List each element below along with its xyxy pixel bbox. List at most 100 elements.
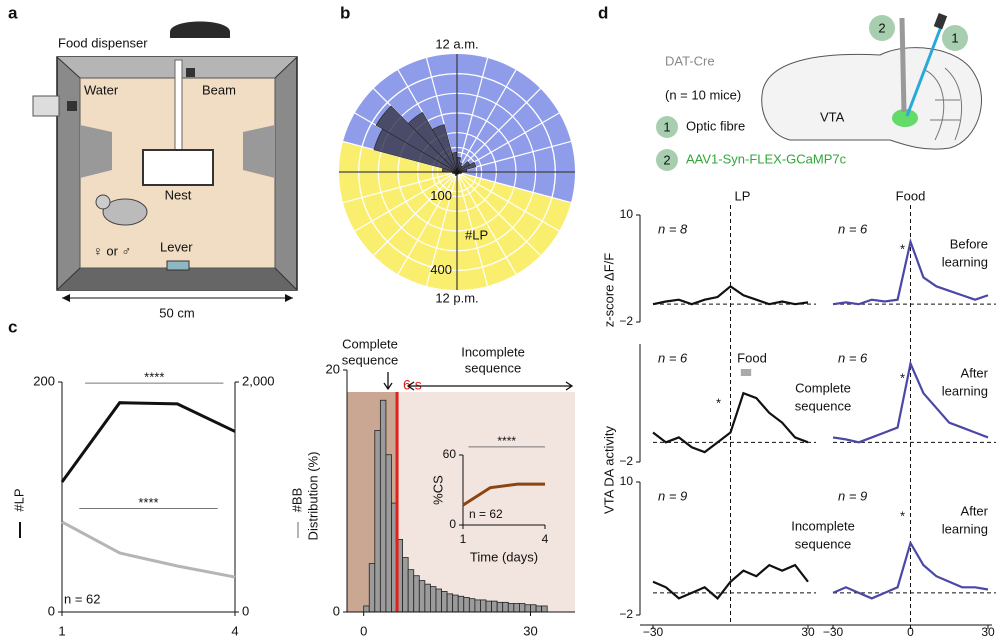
beam-divider [174, 59, 183, 151]
bar [430, 586, 437, 613]
r-tick-label: 400 [430, 262, 452, 277]
y2-tick-label: 0 [242, 603, 249, 618]
legend-label: #LP [11, 488, 26, 511]
star: * [900, 370, 905, 385]
note: n = 62 [64, 591, 101, 606]
polar-top-label: 12 a.m. [435, 36, 478, 51]
badge [656, 116, 678, 138]
chamber-label: 50 cm [159, 305, 194, 320]
note: n = 62 [469, 507, 503, 521]
x-tick-label: 30 [523, 623, 537, 638]
bar [452, 594, 459, 613]
r-axis-label: #LP [465, 227, 488, 242]
bar [368, 563, 376, 613]
n-label: n = 9 [838, 488, 867, 503]
column-title: LP [735, 188, 751, 203]
y-axis-label: %CS [430, 475, 445, 505]
badge-label: 1 [663, 119, 670, 134]
wall-bottom [57, 268, 297, 290]
nest-box [142, 149, 214, 186]
bar [480, 599, 487, 613]
x-tick-label: 4 [231, 623, 238, 638]
trace [832, 360, 989, 444]
bar [502, 601, 509, 613]
bar [413, 575, 420, 613]
panel-label: c [8, 317, 17, 336]
bar [407, 569, 415, 613]
threshold-label: 6 s [403, 377, 422, 393]
y-axis-label: Distribution (%) [305, 452, 320, 541]
bar [402, 557, 409, 613]
y-tick-label: −2 [619, 454, 633, 468]
bar [468, 598, 476, 613]
arrow [383, 372, 393, 391]
x-axis-label: Time (days) [470, 549, 538, 564]
water-spout [67, 101, 77, 111]
badge [942, 25, 968, 51]
side-panel [80, 125, 112, 178]
lever [166, 260, 190, 271]
bar [491, 600, 498, 613]
y-tick-label: −2 [619, 607, 633, 621]
y-tick-label: 0 [333, 603, 340, 618]
r-tick-label: 100 [430, 188, 452, 203]
bar [530, 604, 537, 613]
x-tick-label: 30 [801, 625, 815, 639]
corner [56, 267, 81, 291]
bar [496, 601, 504, 613]
significance-label: **** [138, 495, 158, 510]
bar [485, 600, 492, 613]
badge-label: 2 [663, 152, 670, 167]
y-tick-label: 200 [33, 373, 55, 388]
row-label: Incomplete [791, 518, 855, 533]
badge [869, 15, 895, 41]
n-label: n = 6 [658, 350, 688, 365]
panel-label: a [8, 3, 18, 22]
bar [424, 583, 431, 613]
badge-label: 1 [951, 30, 958, 45]
bar [441, 591, 448, 613]
trace [652, 563, 809, 600]
significance-label: **** [497, 434, 516, 448]
panel-label: b [340, 3, 350, 22]
y-tick-label: 60 [443, 447, 457, 461]
chamber-label: Food dispenser [58, 35, 148, 50]
x-tick-label: 0 [360, 623, 367, 638]
bar [435, 588, 442, 613]
row-label: learning [942, 383, 988, 398]
row-label: After [961, 503, 989, 518]
bar [474, 599, 481, 613]
marker-bar [740, 369, 752, 376]
y-tick-label: −2 [619, 314, 633, 328]
y-tick-label: 10 [620, 207, 634, 221]
bar [375, 105, 458, 173]
y-tick-label: 0 [48, 603, 55, 618]
region-label: VTA [820, 109, 845, 124]
bar [374, 430, 381, 613]
panel-label: d [598, 3, 608, 22]
x-tick-label: −30 [823, 625, 844, 639]
polar-bottom-label: 12 p.m. [435, 290, 478, 305]
x-tick-label: 1 [460, 532, 467, 546]
vta-signal [892, 109, 918, 127]
y-tick-label: 10 [620, 474, 634, 488]
annotation: Incomplete [461, 344, 525, 359]
fibre [899, 17, 907, 113]
x-tick-label: −30 [643, 625, 664, 639]
item-label: Optic fibre [686, 118, 745, 133]
arrow [406, 381, 574, 391]
n-label: n = 8 [658, 221, 688, 236]
row-label: learning [942, 254, 988, 269]
mouse-count: (n = 10 mice) [665, 87, 741, 102]
row-label: sequence [795, 398, 851, 413]
legend-label: #BB [289, 488, 304, 513]
corner [274, 56, 298, 79]
x-tick-label: 1 [58, 623, 65, 638]
x-tick-label: 4 [542, 532, 549, 546]
chamber-label: Beam [202, 82, 236, 97]
bar [463, 597, 470, 613]
trace [832, 540, 989, 600]
significance-label: **** [144, 370, 164, 385]
mouse-line: DAT-Cre [665, 53, 715, 68]
